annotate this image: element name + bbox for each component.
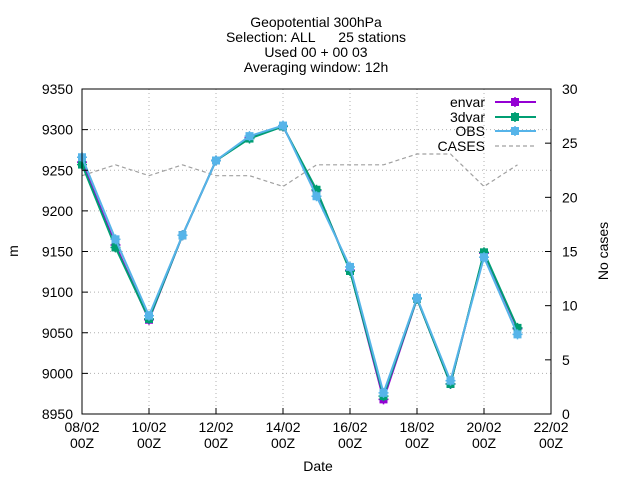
obs-data-point xyxy=(345,261,355,272)
y2-tick-label: 25 xyxy=(562,135,578,151)
x-tick-label-time: 00Z xyxy=(204,435,229,451)
legend-label-cases: CASES xyxy=(438,138,485,154)
chart-title: Geopotential 300hPa Selection: ALL 25 st… xyxy=(226,14,406,75)
title-line-1: Geopotential 300hPa xyxy=(250,14,382,30)
x-tick-label-time: 00Z xyxy=(405,435,430,451)
x-tick-label: 14/02 xyxy=(265,419,300,435)
y2-tick-label: 5 xyxy=(562,352,570,368)
x-tick-label: 08/02 xyxy=(64,419,99,435)
obs-data-point xyxy=(412,292,422,303)
legend-label-obs: OBS xyxy=(455,123,485,139)
y2-tick-label: 30 xyxy=(562,81,578,97)
y2-tick-label: 15 xyxy=(562,244,578,260)
legend-marker-3dvar xyxy=(510,112,520,122)
legend-marker-obs xyxy=(510,126,520,136)
obs-data-point xyxy=(479,252,489,263)
y2-tick-label: 0 xyxy=(562,406,570,422)
y2-tick-label: 20 xyxy=(562,189,578,205)
y-tick-label: 8950 xyxy=(42,406,73,422)
obs-data-point xyxy=(244,131,255,142)
x-tick-label: 22/02 xyxy=(533,419,568,435)
y-tick-label: 9150 xyxy=(42,244,73,260)
x-tick-label-time: 00Z xyxy=(271,435,296,451)
x-tick-label: 12/02 xyxy=(198,419,233,435)
x-tick-label: 16/02 xyxy=(332,419,367,435)
obs-data-point xyxy=(378,387,389,398)
y-tick-label: 9300 xyxy=(42,122,73,138)
title-line-4: Averaging window: 12h xyxy=(244,59,389,75)
obs-data-point xyxy=(211,155,221,166)
legend-label-3dvar: 3dvar xyxy=(450,109,485,125)
y-tick-label: 9100 xyxy=(42,284,73,300)
y-tick-label: 9350 xyxy=(42,81,73,97)
x-tick-label-time: 00Z xyxy=(472,435,497,451)
y-tick-label: 9050 xyxy=(42,325,73,341)
x-axis-label: Date xyxy=(303,458,333,474)
obs-data-point xyxy=(278,120,288,131)
legend-label-envar: envar xyxy=(450,94,485,110)
y2-axis-label: No cases xyxy=(595,222,611,280)
title-line-3: Used 00 + 00 03 xyxy=(264,44,367,60)
y-tick-label: 9200 xyxy=(42,203,73,219)
obs-series-line xyxy=(81,124,519,397)
y-tick-label: 9000 xyxy=(42,365,73,381)
obs-data-point xyxy=(512,329,523,340)
title-line-2: Selection: ALL 25 stations xyxy=(226,29,406,45)
3dvar-series-line xyxy=(81,125,519,400)
axis-ticks: 8950 9000 9050 9100 9150 9200 9250 9300 9350 0 5 10… xyxy=(42,81,578,451)
cases-series-line xyxy=(81,153,518,188)
obs-data-point xyxy=(445,375,456,386)
x-tick-label-time: 00Z xyxy=(539,435,564,451)
plot-series xyxy=(77,120,523,405)
envar-series-line xyxy=(81,125,519,403)
y-axis-label: m xyxy=(5,245,21,257)
legend-marker-envar xyxy=(510,97,520,107)
x-tick-label-time: 00Z xyxy=(137,435,162,451)
obs-data-point xyxy=(144,310,154,321)
obs-data-point xyxy=(311,191,322,202)
x-tick-label: 18/02 xyxy=(399,419,434,435)
y-tick-label: 9250 xyxy=(42,162,73,178)
x-tick-label: 10/02 xyxy=(131,419,166,435)
x-tick-label: 20/02 xyxy=(466,419,501,435)
y2-tick-label: 10 xyxy=(562,298,578,314)
x-tick-label-time: 00Z xyxy=(338,435,363,451)
obs-data-point xyxy=(177,230,188,241)
obs-data-point xyxy=(110,234,121,245)
x-tick-label-time: 00Z xyxy=(70,435,95,451)
